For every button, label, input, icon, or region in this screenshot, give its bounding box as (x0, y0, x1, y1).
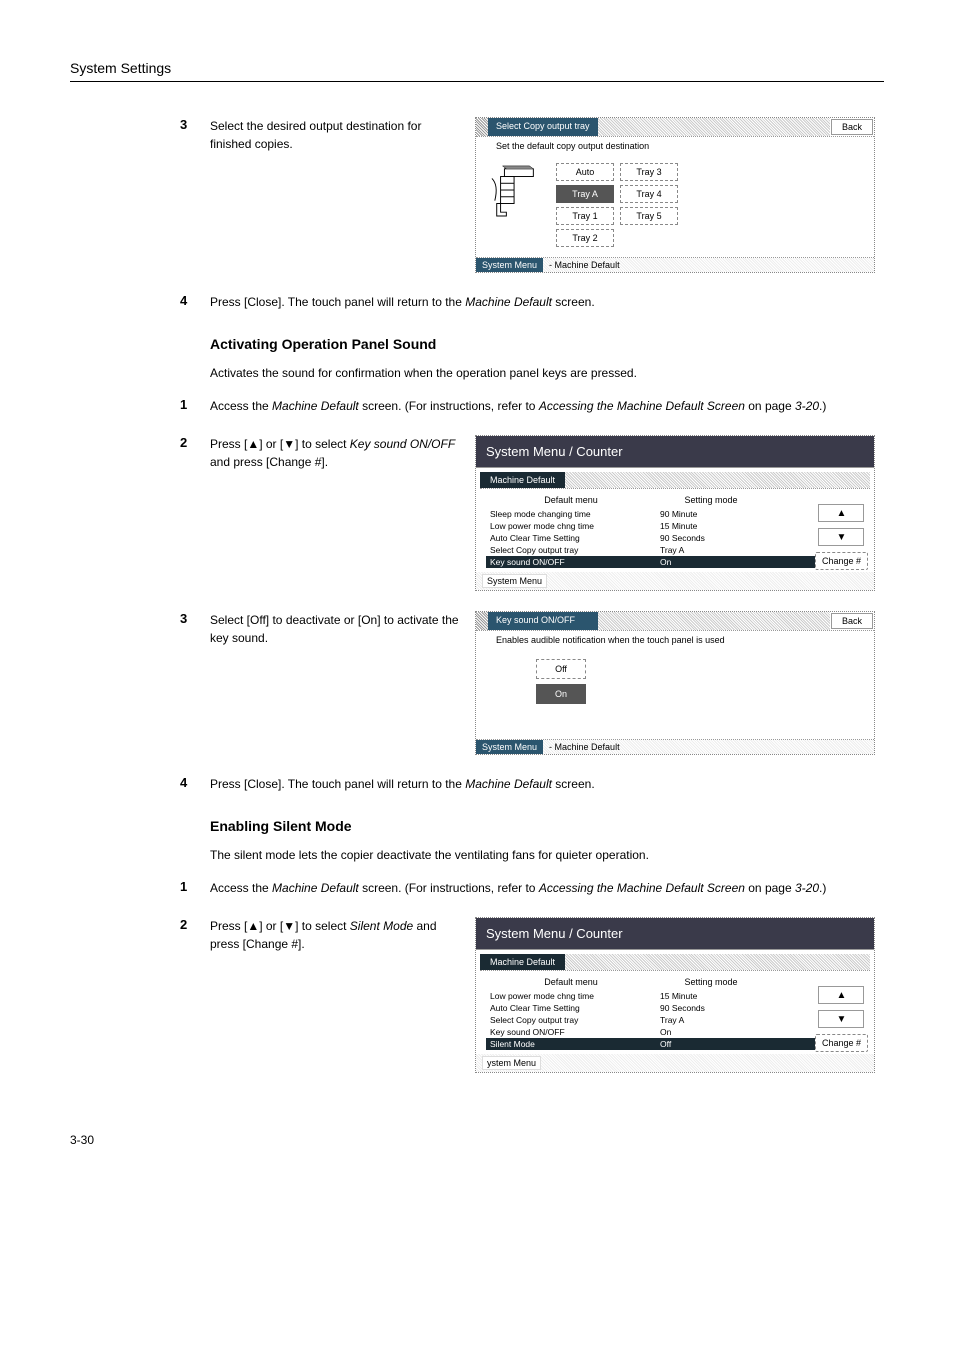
panel-subtitle: Enables audible notification when the to… (476, 631, 874, 649)
panel-header: System Menu / Counter (476, 436, 874, 468)
step-number: 1 (180, 397, 210, 412)
row-value: 15 Minute (656, 520, 766, 532)
step-text: Press [Close]. The touch panel will retu… (210, 775, 884, 793)
row-label: Auto Clear Time Setting (486, 532, 656, 544)
breadcrumb-hatch (565, 954, 870, 970)
page-number: 3-30 (70, 1133, 884, 1147)
row-value: 90 Seconds (656, 1002, 766, 1014)
row-label: Select Copy output tray (486, 544, 656, 556)
step-number: 2 (180, 435, 210, 450)
panel-hatch (598, 612, 830, 630)
panel-title: Select Copy output tray (488, 118, 598, 136)
step-text: Press [Close]. The touch panel will retu… (210, 293, 884, 311)
breadcrumb: Machine Default (480, 954, 565, 970)
tray-button[interactable]: Tray 3 (620, 163, 678, 181)
page-header: System Settings (70, 60, 884, 82)
step-text: Press [▲] or [▼] to select Key sound ON/… (210, 435, 465, 471)
panel-subtitle: Set the default copy output destination (476, 137, 874, 155)
step-text: Select [Off] to deactivate or [On] to ac… (210, 611, 465, 647)
row-label: Low power mode chng time (486, 520, 656, 532)
tray-button[interactable]: Tray 5 (620, 207, 678, 225)
section-heading: Enabling Silent Mode (210, 818, 884, 834)
panel-hatch (598, 118, 830, 136)
list-row[interactable]: Select Copy output trayTray A (486, 1014, 864, 1026)
row-value: On (656, 1026, 766, 1038)
tray-button[interactable]: Auto (556, 163, 614, 181)
step-number: 3 (180, 117, 210, 132)
down-button[interactable]: ▼ (818, 528, 864, 546)
tray-button[interactable]: Tray 1 (556, 207, 614, 225)
system-menu-panel: System Menu / Counter Machine Default De… (475, 435, 875, 591)
tray-button[interactable]: Tray A (556, 185, 614, 203)
row-label: Select Copy output tray (486, 1014, 656, 1026)
row-value: 15 Minute (656, 990, 766, 1002)
hatch-icon (476, 118, 488, 136)
list-row[interactable]: Key sound ON/OFFOn (486, 556, 864, 568)
breadcrumb: Machine Default (480, 472, 565, 488)
change-button[interactable]: Change # (815, 552, 868, 570)
step-number: 4 (180, 293, 210, 308)
step-text: Select the desired output destination fo… (210, 117, 465, 153)
row-label: Sleep mode changing time (486, 508, 656, 520)
list-row[interactable]: Auto Clear Time Setting90 Seconds (486, 1002, 864, 1014)
col-header: Setting mode (656, 977, 766, 987)
row-value: Tray A (656, 1014, 766, 1026)
change-button[interactable]: Change # (815, 1034, 868, 1052)
step-number: 1 (180, 879, 210, 894)
row-value: Off (656, 1038, 766, 1050)
hatch-icon (476, 612, 488, 630)
row-value: 90 Seconds (656, 532, 766, 544)
back-button[interactable]: Back (831, 119, 873, 135)
up-button[interactable]: ▲ (818, 504, 864, 522)
col-header: Default menu (486, 977, 656, 987)
footer-system-menu: System Menu (476, 740, 543, 754)
col-header: Setting mode (656, 495, 766, 505)
section-desc: Activates the sound for confirmation whe… (210, 364, 884, 382)
on-button[interactable]: On (536, 684, 586, 704)
step-text: Access the Machine Default screen. (For … (210, 397, 884, 415)
row-value: 90 Minute (656, 508, 766, 520)
col-header: Default menu (486, 495, 656, 505)
back-button[interactable]: Back (831, 613, 873, 629)
step-number: 3 (180, 611, 210, 626)
list-row[interactable]: Auto Clear Time Setting90 Seconds (486, 532, 864, 544)
row-label: Auto Clear Time Setting (486, 1002, 656, 1014)
row-value: On (656, 556, 766, 568)
row-label: Key sound ON/OFF (486, 556, 656, 568)
breadcrumb-hatch (565, 472, 870, 488)
output-tray-panel: Select Copy output tray Back Set the def… (475, 117, 875, 273)
footer-breadcrumb: - Machine Default (543, 740, 874, 754)
panel-footer: ystem Menu (482, 1056, 541, 1070)
step-text: Press [▲] or [▼] to select Silent Mode a… (210, 917, 465, 953)
row-value: Tray A (656, 544, 766, 556)
list-row[interactable]: Low power mode chng time15 Minute (486, 520, 864, 532)
tray-button[interactable]: Tray 2 (556, 229, 614, 247)
section-heading: Activating Operation Panel Sound (210, 336, 884, 352)
panel-header: System Menu / Counter (476, 918, 874, 950)
panel-footer: System Menu (482, 574, 547, 588)
printer-icon (486, 163, 546, 218)
list-row[interactable]: Key sound ON/OFFOn (486, 1026, 864, 1038)
step-number: 2 (180, 917, 210, 932)
list-row[interactable]: Sleep mode changing time90 Minute (486, 508, 864, 520)
row-label: Silent Mode (486, 1038, 656, 1050)
tray-button-grid: Auto Tray A Tray 1 Tray 2 Tray 3 Tray 4 Tray … (556, 163, 678, 247)
list-row[interactable]: Select Copy output trayTray A (486, 544, 864, 556)
panel-title: Key sound ON/OFF (488, 612, 598, 630)
list-row[interactable]: Low power mode chng time15 Minute (486, 990, 864, 1002)
key-sound-panel: Key sound ON/OFF Back Enables audible no… (475, 611, 875, 755)
footer-breadcrumb: - Machine Default (543, 258, 874, 272)
row-label: Key sound ON/OFF (486, 1026, 656, 1038)
footer-system-menu: System Menu (476, 258, 543, 272)
tray-button[interactable]: Tray 4 (620, 185, 678, 203)
down-button[interactable]: ▼ (818, 1010, 864, 1028)
step-number: 4 (180, 775, 210, 790)
list-row[interactable]: Silent ModeOff (486, 1038, 864, 1050)
step-text: Access the Machine Default screen. (For … (210, 879, 884, 897)
system-menu-panel: System Menu / Counter Machine Default De… (475, 917, 875, 1073)
up-button[interactable]: ▲ (818, 986, 864, 1004)
off-button[interactable]: Off (536, 659, 586, 679)
row-label: Low power mode chng time (486, 990, 656, 1002)
section-desc: The silent mode lets the copier deactiva… (210, 846, 884, 864)
